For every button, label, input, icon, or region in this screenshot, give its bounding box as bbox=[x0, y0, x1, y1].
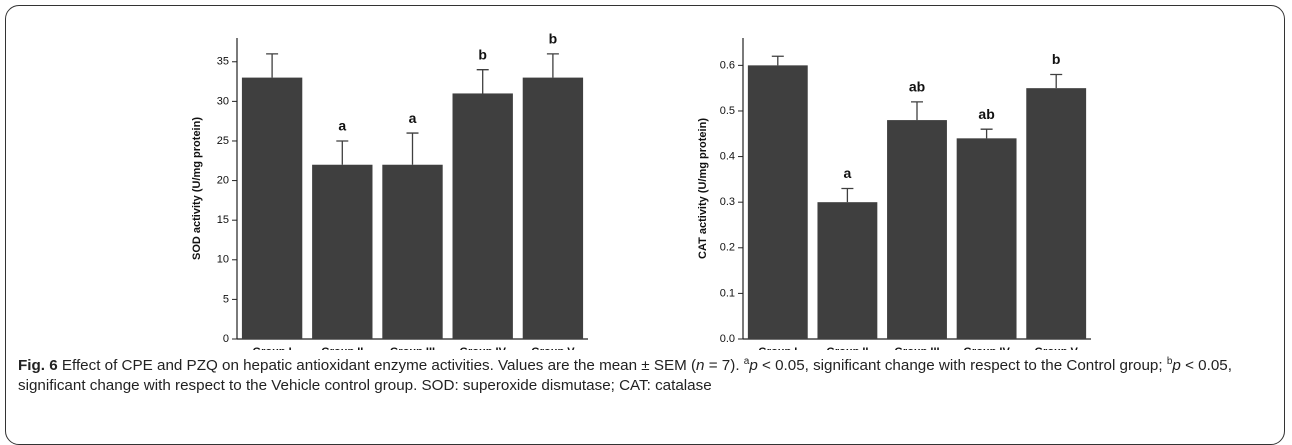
caption-part: Effect of CPE and PZQ on hepatic antioxi… bbox=[57, 357, 697, 374]
x-tick-label: Group III bbox=[894, 346, 939, 350]
error-bar bbox=[476, 69, 489, 94]
significance-label: ab bbox=[909, 79, 925, 95]
bar bbox=[887, 120, 947, 339]
bar bbox=[817, 202, 878, 339]
caption-part: < 0.05, significant change with respect … bbox=[18, 357, 1232, 394]
y-tick-label: 0.1 bbox=[720, 287, 735, 299]
error-bar bbox=[546, 53, 559, 78]
error-bar bbox=[911, 101, 923, 121]
y-tick-label: 0.2 bbox=[720, 242, 735, 254]
error-bar bbox=[980, 128, 993, 139]
significance-label: b bbox=[549, 31, 558, 47]
significance-label: b bbox=[478, 46, 487, 62]
bar bbox=[382, 164, 443, 339]
y-tick-label: 35 bbox=[217, 56, 229, 68]
y-tick-label: 0.5 bbox=[720, 105, 735, 117]
y-tick-label: 25 bbox=[217, 135, 229, 147]
error-bar bbox=[841, 187, 854, 203]
y-tick-label: 15 bbox=[217, 214, 229, 226]
error-bar bbox=[1050, 73, 1063, 89]
bar bbox=[747, 65, 808, 339]
significance-label: a bbox=[338, 118, 346, 134]
y-tick-label: 0.6 bbox=[720, 59, 735, 71]
y-tick-label: 0 bbox=[223, 333, 229, 345]
bar bbox=[452, 93, 513, 340]
x-tick-label: Group IV bbox=[963, 346, 1010, 350]
significance-label: ab bbox=[978, 106, 994, 122]
x-tick-label: Group III bbox=[390, 346, 435, 350]
error-bar bbox=[266, 53, 279, 78]
x-tick-label: Group IV bbox=[459, 346, 506, 350]
caption-part: p bbox=[749, 357, 758, 374]
caption: Fig. 6 Effect of CPE and PZQ on hepatic … bbox=[18, 356, 1280, 396]
page: 0 5 10 15 20 25 30 35 SOD activity (U/mg protein… bbox=[5, 5, 1285, 445]
x-tick-label: Group I bbox=[253, 346, 292, 350]
bar bbox=[312, 164, 373, 339]
bar bbox=[1026, 88, 1087, 340]
x-tick-label: Group I bbox=[758, 346, 797, 350]
y-tick-label: 20 bbox=[217, 174, 229, 186]
bar bbox=[956, 138, 1017, 339]
caption-part: n bbox=[696, 357, 705, 374]
y-axis-label: SOD activity (U/mg protein) bbox=[191, 117, 203, 260]
y-tick-label: 0.4 bbox=[720, 150, 735, 162]
caption-part: = 7). bbox=[704, 357, 744, 374]
significance-label: b bbox=[1052, 51, 1061, 67]
significance-label: a bbox=[844, 165, 852, 181]
caption-part: b bbox=[1166, 355, 1173, 367]
charts: 0 5 10 15 20 25 30 35 SOD activity (U/mg protein… bbox=[191, 31, 1091, 350]
x-tick-label: Group II bbox=[826, 346, 868, 350]
error-bar bbox=[336, 140, 349, 165]
y-tick-label: 30 bbox=[217, 95, 229, 107]
y-axis-label: CAT activity (U/mg protein) bbox=[697, 118, 709, 259]
x-tick-label: Group II bbox=[321, 346, 363, 350]
caption-part: < 0.05, significant change with respect … bbox=[757, 357, 1167, 374]
bar bbox=[241, 77, 303, 340]
bar bbox=[522, 77, 584, 340]
x-tick-label: Group V bbox=[1035, 346, 1079, 350]
x-tick-label: Group V bbox=[531, 346, 575, 350]
significance-label: a bbox=[409, 110, 417, 126]
y-tick-label: 5 bbox=[223, 293, 229, 305]
caption-part: Fig. 6 bbox=[18, 357, 58, 374]
y-tick-label: 10 bbox=[217, 254, 229, 266]
y-tick-label: 0.0 bbox=[720, 333, 735, 345]
error-bar bbox=[771, 55, 784, 66]
caption-part: a bbox=[743, 355, 750, 367]
error-bar bbox=[406, 132, 419, 165]
caption-part: p bbox=[1172, 357, 1181, 374]
y-tick-label: 0.3 bbox=[720, 196, 735, 208]
